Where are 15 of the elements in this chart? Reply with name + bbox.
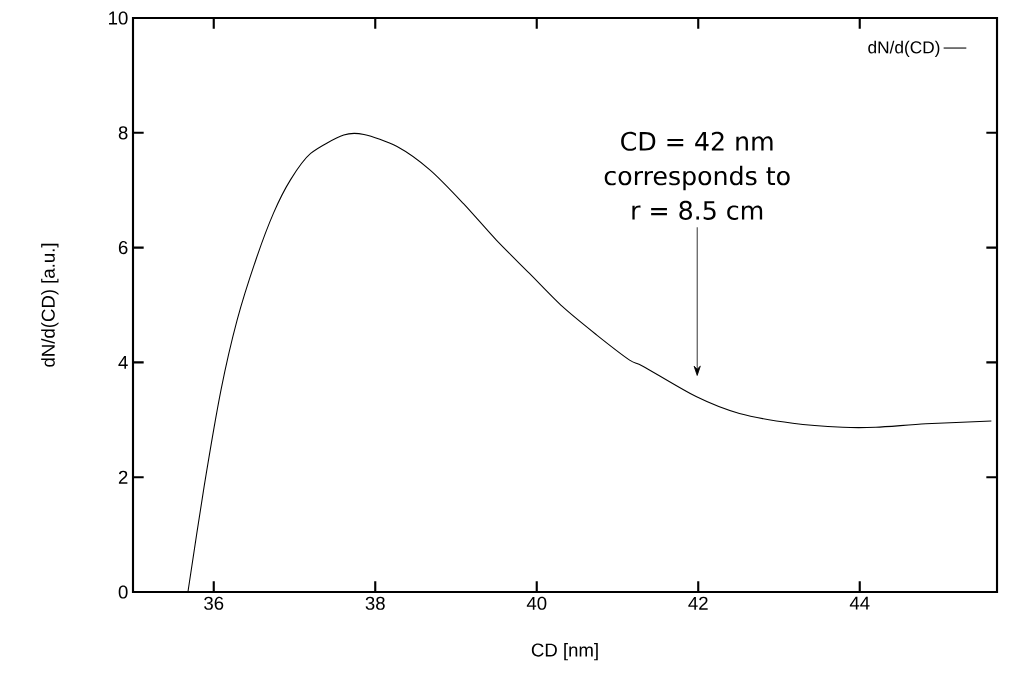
y-tick-label: 10 [109,11,128,25]
annotation: CD = 42 nm corresponds to r = 8.5 cm [604,131,790,220]
y-tick-label: 2 [118,470,128,484]
x-tick-label: 36 [204,596,224,610]
y-axis-title: dN/d(CD) [a.u.] [41,243,59,367]
y-tick-label: 4 [118,356,128,369]
y-tick-label: 8 [118,126,128,140]
x-axis-title: CD [nm] [531,642,598,661]
y-tick-label: 6 [118,241,128,255]
x-tick-label: 42 [688,596,708,610]
legend-label: dN/d(CD) [868,40,940,57]
x-tick-label: 40 [526,596,547,610]
x-tick-label: 44 [849,596,870,610]
y-tick-label: 0 [118,585,128,599]
x-tick-label: 38 [365,596,385,610]
